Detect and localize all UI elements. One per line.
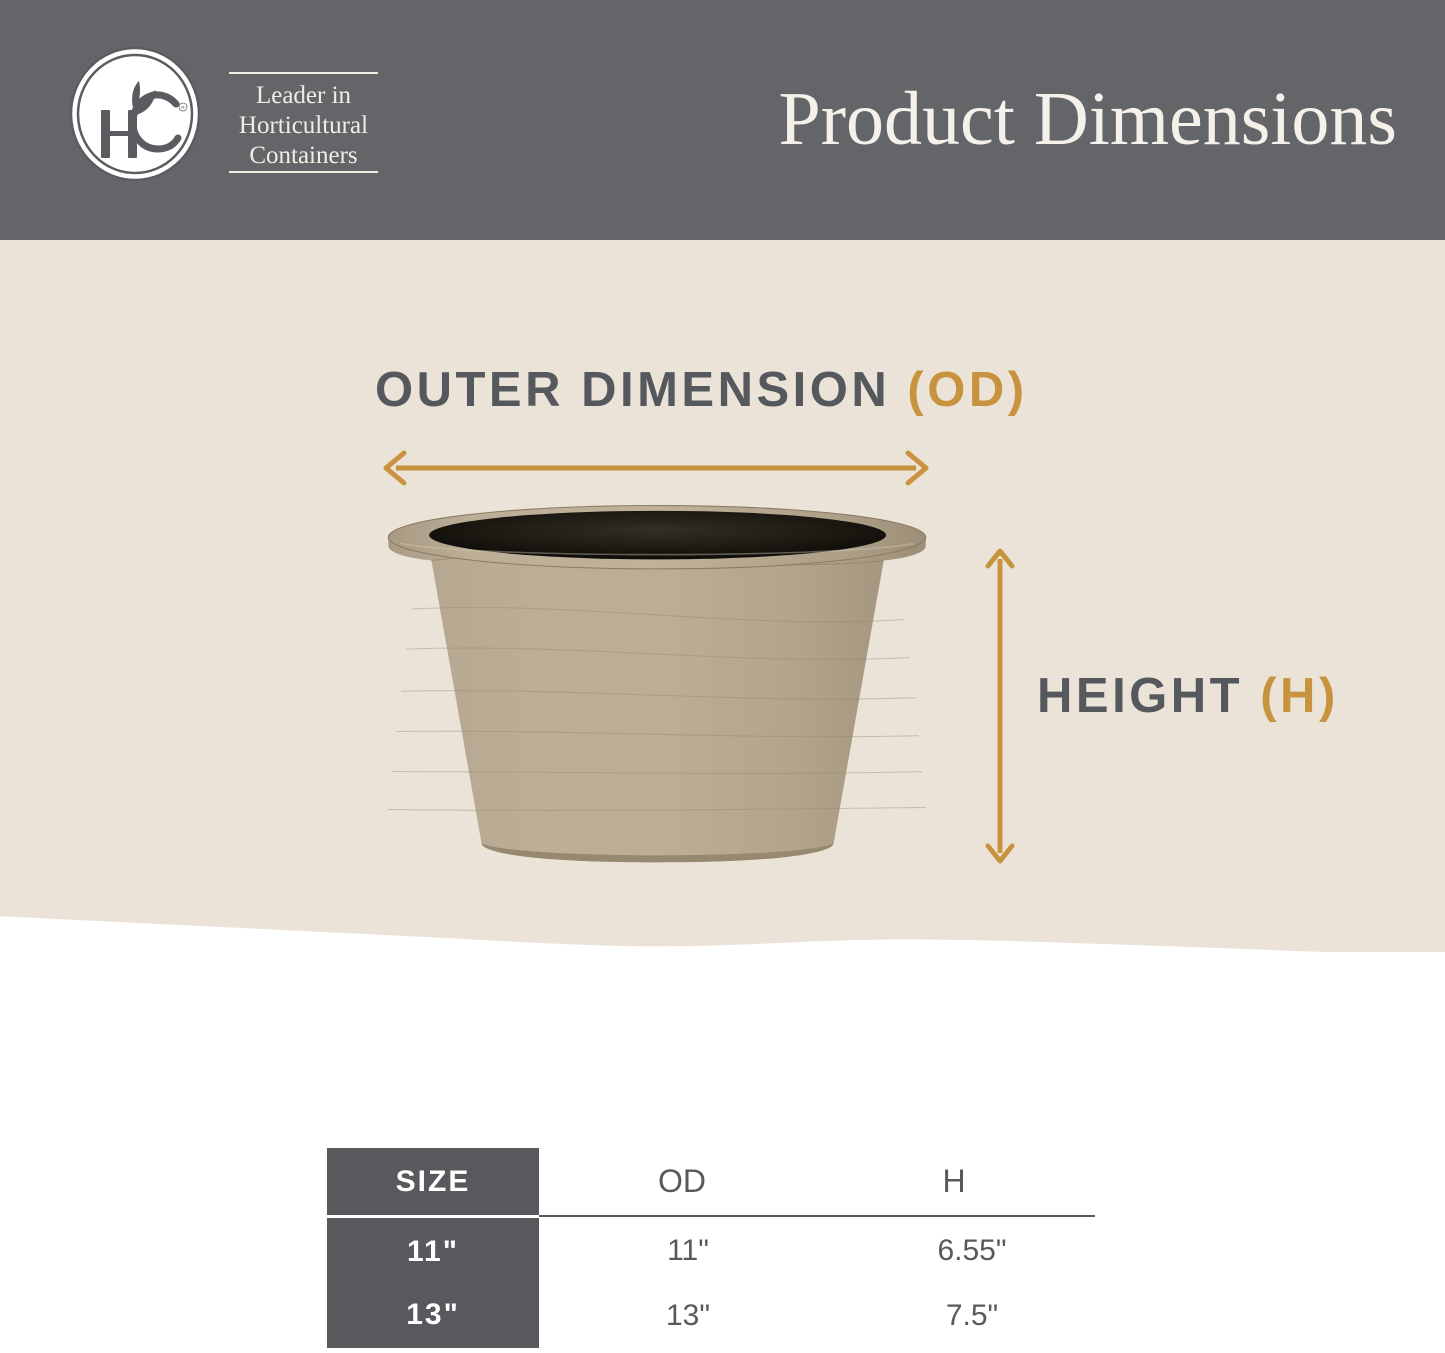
svg-text:R: R <box>181 105 185 111</box>
